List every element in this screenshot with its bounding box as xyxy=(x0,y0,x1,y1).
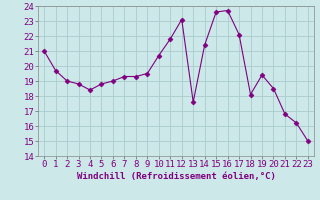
X-axis label: Windchill (Refroidissement éolien,°C): Windchill (Refroidissement éolien,°C) xyxy=(76,172,276,181)
